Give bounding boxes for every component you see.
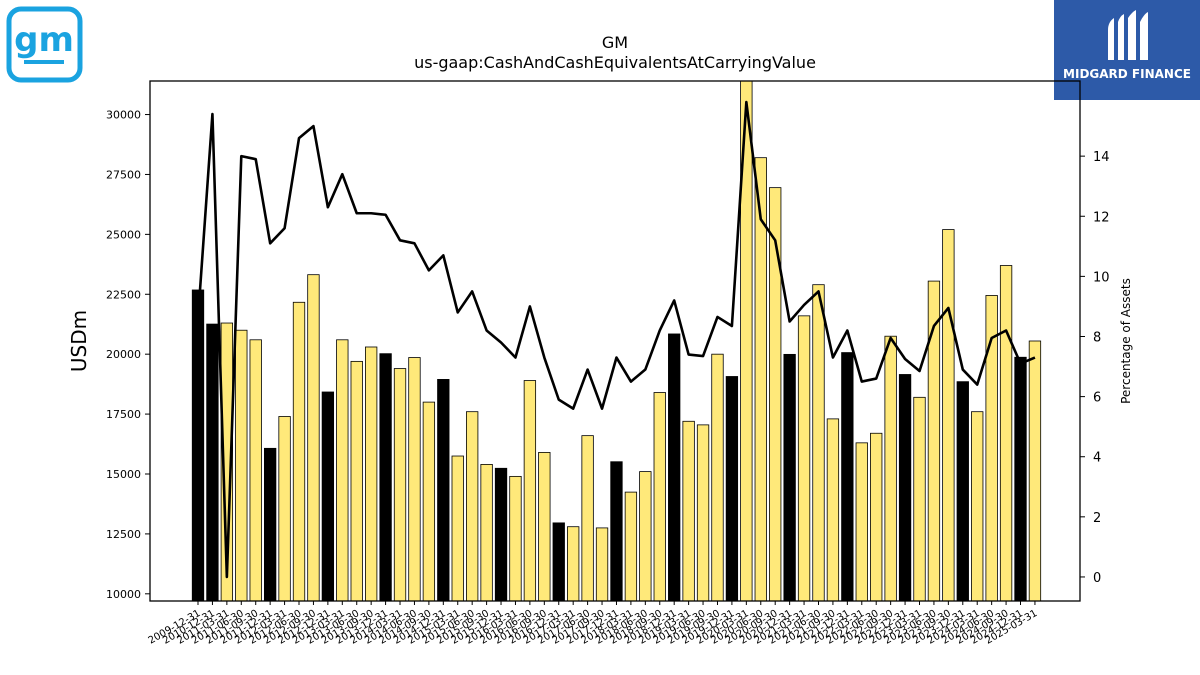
bar-2020-12-31 — [783, 353, 796, 602]
bar-2023-03-31 — [913, 396, 926, 602]
y-tick-label: 25000 — [106, 228, 141, 241]
axes-group: 10000 12500 15000 17500 20000 22500 25000 27500… — [106, 80, 1110, 602]
bar-2018-06-30 — [639, 471, 652, 602]
bar-2021-09-30 — [826, 418, 840, 602]
bar-2013-03-31 — [336, 339, 349, 602]
bar-2018-12-31 — [668, 333, 681, 602]
y-tick-label: 30000 — [106, 109, 141, 122]
bar-2014-03-31 — [393, 368, 407, 602]
gm-logo-text: gm — [14, 20, 74, 60]
bar-2011-12-31 — [263, 447, 277, 602]
y-tick-label: 15000 — [106, 468, 141, 481]
y2-tick-label: 10 — [1093, 270, 1110, 285]
bar-2019-03-31 — [682, 420, 695, 602]
bar-2021-03-31 — [797, 315, 811, 602]
bar-2013-06-30 — [350, 360, 363, 602]
y-tick-label: 20000 — [106, 348, 141, 361]
line-group — [196, 100, 1036, 579]
bar-2019-09-30 — [711, 353, 724, 602]
bar-2023-09-30 — [942, 229, 955, 602]
y-tick-label: 12500 — [106, 528, 141, 541]
chart-title: GM — [602, 33, 628, 52]
bar-2021-06-30 — [812, 284, 825, 602]
y-tick-label: 10000 — [106, 588, 141, 601]
gm-logo: gm — [6, 6, 83, 83]
y-tick-label: 22500 — [106, 288, 141, 301]
y-tick-label: 17500 — [106, 408, 141, 421]
bar-2022-12-31 — [898, 374, 912, 602]
y2-tick-label: 2 — [1093, 511, 1101, 526]
bar-2014-09-30 — [422, 401, 436, 602]
bar-2019-06-30 — [696, 424, 710, 602]
bar-2018-09-30 — [653, 392, 666, 602]
bar-2015-12-31 — [494, 467, 508, 602]
bar-2022-06-30 — [870, 432, 883, 602]
bar-2023-12-31 — [956, 381, 969, 602]
bar-2013-09-30 — [365, 346, 378, 602]
bar-2024-12-31 — [1014, 356, 1027, 602]
bar-2012-03-31 — [278, 416, 291, 602]
bar-2016-06-30 — [523, 380, 537, 602]
percentage-line — [196, 100, 1036, 579]
bar-2019-12-31 — [725, 376, 739, 602]
plot-frame — [149, 80, 1081, 602]
bar-2009-12-31 — [191, 289, 205, 602]
bar-2014-06-30 — [408, 357, 421, 602]
bar-2017-12-31 — [610, 461, 623, 602]
y-tick-label: 27500 — [106, 168, 141, 181]
bar-2022-03-31 — [855, 442, 868, 602]
bar-2010-12-31 — [206, 323, 219, 602]
bar-2012-12-31 — [321, 391, 335, 602]
y2-tick-label: 14 — [1093, 150, 1110, 165]
bar-2015-06-30 — [466, 411, 479, 602]
bar-2015-03-31 — [451, 455, 464, 602]
y2-tick-label: 0 — [1093, 571, 1101, 586]
y2-tick-label: 12 — [1093, 210, 1110, 225]
x-tick-labels: 2009-12-312010-12-312011-03-312011-06-30… — [147, 601, 1039, 647]
bar-2016-12-31 — [552, 522, 565, 602]
bar-2024-03-31 — [971, 411, 984, 602]
bar-2018-03-31 — [624, 491, 638, 602]
bar-2013-12-31 — [379, 353, 392, 602]
bar-2011-06-30 — [235, 329, 248, 602]
bar-2021-12-31 — [841, 352, 854, 602]
y-axis-label: USDm — [67, 310, 91, 372]
y2-tick-label: 6 — [1093, 391, 1101, 406]
bar-group — [191, 80, 1042, 602]
midgard-finance-text: MIDGARD FINANCE — [1063, 67, 1191, 81]
bar-2017-09-30 — [595, 527, 609, 602]
bar-2017-06-30 — [581, 435, 594, 602]
bar-2017-03-31 — [567, 526, 580, 602]
bar-2024-09-30 — [999, 265, 1013, 602]
midgard-finance-logo: MIDGARD FINANCE — [1054, 0, 1200, 100]
bar-2016-09-30 — [538, 452, 551, 602]
chart-subtitle: us-gaap:CashAndCashEquivalentsAtCarrying… — [414, 53, 816, 72]
bar-2020-09-30 — [769, 187, 782, 602]
bar-2012-09-30 — [307, 274, 320, 602]
bar-2014-12-31 — [437, 379, 450, 602]
bar-2016-03-31 — [509, 475, 522, 602]
bar-2012-06-30 — [292, 301, 306, 602]
bar-2022-09-30 — [884, 335, 897, 602]
bar-2011-09-30 — [249, 339, 262, 602]
y2-tick-label: 8 — [1093, 330, 1101, 345]
y2-axis-label: Percentage of Assets — [1119, 278, 1133, 404]
y2-tick-label: 4 — [1093, 451, 1101, 466]
bar-2025-03-31 — [1028, 340, 1042, 602]
bar-2015-09-30 — [480, 464, 493, 602]
